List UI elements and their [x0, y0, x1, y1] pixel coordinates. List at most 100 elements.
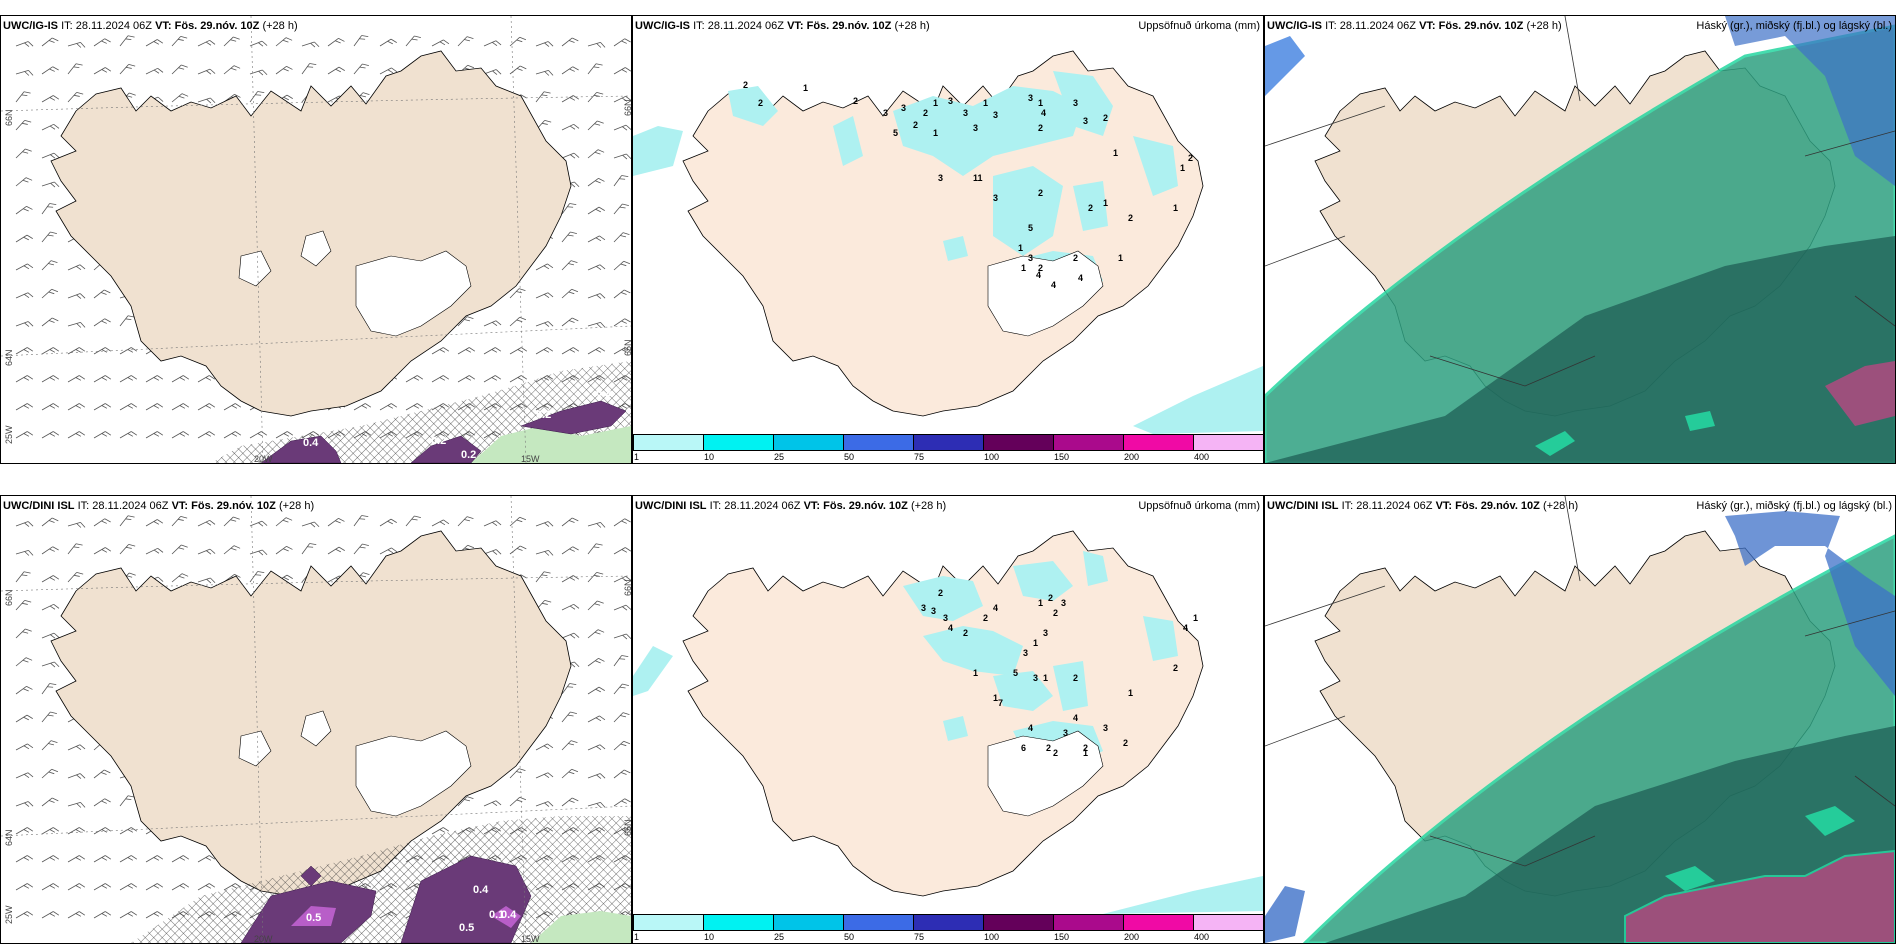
- wind-barb: [613, 740, 631, 751]
- wind-barb: [379, 38, 397, 47]
- wind-barb: [561, 152, 580, 159]
- wind-barb: [613, 604, 631, 611]
- accum-label: 3: [938, 173, 943, 183]
- vt-label: VT:: [787, 20, 804, 32]
- accum-label: 1: [993, 693, 998, 703]
- accum-label: 3: [1028, 253, 1033, 263]
- panel-header: UWC/IG-IS IT: 28.11.2024 06Z VT: Fös. 29…: [3, 20, 298, 32]
- colorbar-tick: 25: [774, 452, 785, 462]
- wind-barb: [93, 289, 111, 299]
- sea-precip: [633, 126, 683, 176]
- wind-barb: [223, 431, 242, 439]
- colorbar-tick: 1: [634, 452, 640, 462]
- wind-barb: [15, 148, 32, 159]
- vt-label: VT:: [155, 20, 172, 32]
- accum-label: 1: [1173, 203, 1178, 213]
- wind-barb: [431, 347, 450, 355]
- lon-label-left: 25W: [4, 425, 14, 444]
- wind-barb: [457, 347, 476, 355]
- wind-barb: [67, 63, 83, 75]
- cloud-map: [1265, 496, 1895, 943]
- wind-barb: [249, 40, 268, 47]
- wind-barb: [67, 827, 86, 835]
- wind-barb: [561, 711, 577, 723]
- wind-barb: [613, 633, 631, 640]
- wind-barb: [327, 38, 345, 47]
- accum-label: 4: [1051, 280, 1056, 290]
- wind-barb: [41, 711, 57, 723]
- accum-label: 1: [933, 98, 938, 108]
- wind-barb: [587, 293, 606, 299]
- wind-barb: [587, 91, 604, 103]
- graticule: [1, 496, 631, 943]
- wind-barb: [197, 855, 216, 863]
- wind-barb: [197, 375, 216, 383]
- wind-barb: [15, 883, 34, 891]
- colorbar-swatch: [633, 434, 704, 451]
- wind-barb: [15, 772, 34, 779]
- wind-barb: [587, 715, 606, 723]
- wind-barb: [41, 431, 60, 439]
- wind-barb: [197, 548, 216, 555]
- wind-barb: [353, 63, 369, 75]
- wind-barb: [119, 827, 138, 835]
- wind-barb: [431, 827, 450, 835]
- accum-label: 2: [1038, 263, 1043, 273]
- sea-precip: [633, 646, 673, 696]
- wind-barb: [587, 63, 603, 75]
- accum-label: 1: [1118, 253, 1123, 263]
- accum-label: 1: [973, 668, 978, 678]
- wind-barb: [613, 318, 631, 327]
- wind-barb: [67, 773, 86, 779]
- colorbar-tick: 100: [984, 932, 1000, 942]
- accum-label: 2: [853, 96, 858, 106]
- wind-barb: [41, 375, 60, 383]
- colorbar-swatch: [983, 434, 1054, 451]
- wind-barb: [509, 545, 527, 555]
- precip-area: [260, 435, 342, 463]
- sea-precip: [1133, 366, 1263, 434]
- accum-label: 3: [993, 193, 998, 203]
- colorbar-tick: 75: [914, 932, 925, 942]
- it-label: IT:: [709, 500, 722, 512]
- colorbar-tick: 400: [1194, 932, 1210, 942]
- wind-precip-labels: 0.5 0.4 0.5 0.4 0.1: [306, 884, 517, 934]
- wind-barb: [613, 38, 631, 47]
- wind-barb: [145, 519, 164, 527]
- colorbar-tick: 400: [1194, 452, 1210, 462]
- colorbar-tick: 75: [914, 452, 925, 462]
- colorbar-tick: 1: [634, 932, 640, 942]
- wind-barb: [15, 855, 34, 863]
- accum-label: 1: [1038, 98, 1043, 108]
- accum-label: 1: [803, 83, 808, 93]
- wind-barb: [587, 543, 603, 555]
- wind-barb: [145, 431, 164, 439]
- wind-barb: [561, 768, 579, 779]
- accum-label: 3: [1103, 723, 1108, 733]
- wind-barb: [15, 292, 34, 299]
- wind-barb: [119, 347, 138, 355]
- wind-barb: [41, 683, 57, 695]
- wind-barb: [15, 375, 34, 383]
- accum-label: 2: [743, 80, 748, 90]
- wind-barb: [67, 403, 86, 411]
- accum-label: 1: [1033, 638, 1038, 648]
- accum-label: 1: [1113, 148, 1118, 158]
- wind-barb: [275, 66, 293, 75]
- wind-barb: [431, 39, 450, 47]
- accum-label: 1: [1038, 598, 1043, 608]
- wind-barb: [67, 322, 86, 328]
- wind-barb: [15, 263, 34, 271]
- wind-barb: [353, 543, 369, 555]
- wind-barb: [15, 234, 33, 243]
- colorbar-tick: 150: [1054, 452, 1070, 462]
- accum-label: 3: [963, 108, 968, 118]
- wind-barb: [171, 573, 189, 583]
- wind-barb: [15, 686, 33, 695]
- panel-precip-ig-is: UWC/IG-IS IT: 28.11.2024 06Z VT: Fös. 29…: [632, 15, 1264, 464]
- accum-label: 5: [1028, 223, 1033, 233]
- wind-barb: [223, 65, 241, 75]
- model-name: UWC/IG-IS: [3, 20, 58, 32]
- wind-barb: [379, 547, 398, 555]
